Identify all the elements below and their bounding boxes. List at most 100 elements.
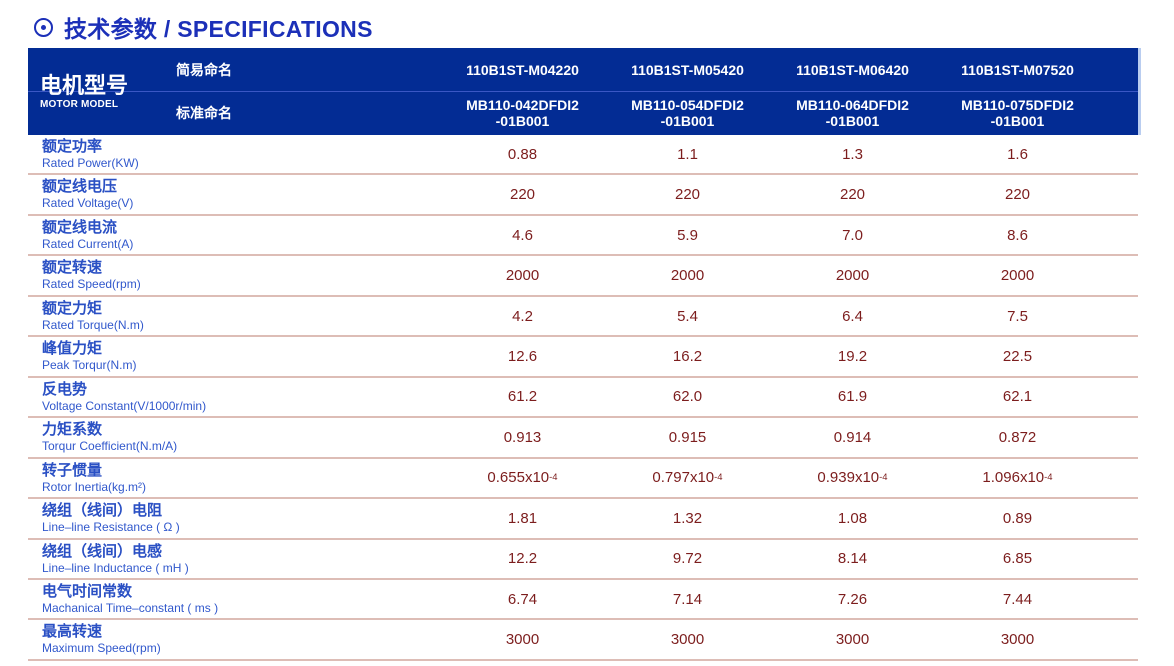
value-cell: 7.14 <box>672 590 703 608</box>
table-row-torque-coefficient: 力矩系数 Torqur Coefficient(N.m/A) 0.913 0.9… <box>28 418 1138 459</box>
value-cell: 220 <box>509 186 536 204</box>
table-row-rated-current: 额定线电流 Rated Current(A) 4.6 5.9 7.0 8.6 <box>28 216 1138 257</box>
standard-model-name: MB110-064DFDI2 -01B001 <box>796 97 909 130</box>
row-label-zh: 峰值力矩 <box>42 340 103 358</box>
value-cell: 0.797x10 -4 <box>652 469 723 487</box>
row-label-zh: 额定力矩 <box>42 299 103 317</box>
value-cell: 0.655x10 -4 <box>487 469 558 487</box>
value-cell: 220 <box>839 186 866 204</box>
value-cell: 0.88 <box>507 145 538 163</box>
value-cell: 220 <box>674 186 701 204</box>
value-cell: 62.0 <box>672 388 703 406</box>
value-cell: 6.4 <box>842 307 863 325</box>
value-cell: 1.32 <box>672 509 703 527</box>
header-right-edge <box>1138 48 1141 135</box>
model-column-2: 110B1ST-M05420 MB110-054DFDI2 -01B001 <box>605 48 770 135</box>
value-cell: 12.6 <box>507 347 538 365</box>
value-cell: 6.85 <box>1002 550 1033 568</box>
value-cell: 8.6 <box>1007 226 1028 244</box>
value-cell: 22.5 <box>1002 347 1033 365</box>
simple-model-name: 110B1ST-M04220 <box>466 61 579 78</box>
value-cell: 0.914 <box>833 428 872 446</box>
value-cell: 7.0 <box>842 226 863 244</box>
row-label-en: Voltage Constant(V/1000r/min) <box>42 398 207 413</box>
value-cell: 9.72 <box>672 550 703 568</box>
exponent: -4 <box>714 472 723 484</box>
table-row-rotor-inertia: 转子惯量 Rotor Inertia(kg.m²) 0.655x10 -4 0.7… <box>28 459 1138 500</box>
motor-model-label-zh: 电机型号 <box>40 73 129 99</box>
row-label-en: Peak Torqur(N.m) <box>42 358 137 373</box>
value-cell: 4.2 <box>512 307 533 325</box>
value-cell: 16.2 <box>672 347 703 365</box>
table-row-maximum-speed: 最高转速 Maximum Speed(rpm) 3000 3000 3000 3… <box>28 620 1138 661</box>
row-label-en: Machanical Time–constant ( ms ) <box>42 601 219 616</box>
row-label: 额定线电流 Rated Current(A) <box>28 216 440 254</box>
row-label: 额定力矩 Rated Torque(N.m) <box>28 297 440 335</box>
table-row-rated-power: 额定功率 Rated Power(KW) 0.88 1.1 1.3 1.6 <box>28 135 1138 176</box>
table-row-line-resistance: 绕组（线间）电阻 Line–line Resistance ( Ω ) 1.81… <box>28 499 1138 540</box>
row-label-zh: 最高转速 <box>42 623 103 641</box>
row-label-en: Line–line Resistance ( Ω ) <box>42 520 180 535</box>
row-label-zh: 额定功率 <box>42 138 103 156</box>
simple-name-label: 简易命名 <box>176 61 232 78</box>
table-row-rated-speed: 额定转速 Rated Speed(rpm) 2000 2000 2000 200… <box>28 256 1138 297</box>
row-label: 额定功率 Rated Power(KW) <box>28 135 440 173</box>
row-label: 力矩系数 Torqur Coefficient(N.m/A) <box>28 418 440 456</box>
table-row-time-constant: 电气时间常数 Machanical Time–constant ( ms ) 6… <box>28 580 1138 621</box>
row-label-zh: 转子惯量 <box>42 461 103 479</box>
row-label-en: Rotor Inertia(kg.m²) <box>42 479 147 494</box>
row-label: 最高转速 Maximum Speed(rpm) <box>28 620 440 658</box>
value-cell: 12.2 <box>507 550 538 568</box>
row-label-en: Rated Power(KW) <box>42 156 139 171</box>
row-label-zh: 额定线电压 <box>42 178 118 196</box>
exponent: -4 <box>549 472 558 484</box>
simple-model-name: 110B1ST-M05420 <box>631 61 744 78</box>
value-cell: 1.096x10 -4 <box>982 469 1053 487</box>
value-cell: 2000 <box>1000 267 1035 285</box>
value-cell: 0.939x10 -4 <box>817 469 888 487</box>
specifications-table: 电机型号 MOTOR MODEL 简易命名 标准命名 110B1ST-M0422… <box>28 48 1141 661</box>
page-title-bar: 技术参数 / SPECIFICATIONS <box>34 10 373 44</box>
header-row-divider <box>28 91 1138 92</box>
row-label: 峰值力矩 Peak Torqur(N.m) <box>28 337 440 375</box>
value-cell: 6.74 <box>507 590 538 608</box>
row-label: 绕组（线间）电感 Line–line Inductance ( mH ) <box>28 540 440 578</box>
value-cell: 1.3 <box>842 145 863 163</box>
value-cell: 4.6 <box>512 226 533 244</box>
exponent: -4 <box>879 472 888 484</box>
row-label: 额定线电压 Rated Voltage(V) <box>28 175 440 213</box>
value-cell: 19.2 <box>837 347 868 365</box>
value-cell: 3000 <box>670 631 705 649</box>
motor-model-header-cell: 电机型号 MOTOR MODEL <box>28 48 146 135</box>
row-label-zh: 反电势 <box>42 380 88 398</box>
value-cell: 0.913 <box>503 428 542 446</box>
model-column-3: 110B1ST-M06420 MB110-064DFDI2 -01B001 <box>770 48 935 135</box>
table-row-voltage-constant: 反电势 Voltage Constant(V/1000r/min) 61.2 6… <box>28 378 1138 419</box>
row-label-en: Maximum Speed(rpm) <box>42 641 161 656</box>
row-label-zh: 额定线电流 <box>42 218 118 236</box>
row-label-zh: 绕组（线间）电阻 <box>42 502 163 520</box>
value-cell: 2000 <box>670 267 705 285</box>
value-cell: 61.9 <box>837 388 868 406</box>
row-label: 电气时间常数 Machanical Time–constant ( ms ) <box>28 580 440 618</box>
value-cell: 1.1 <box>677 145 698 163</box>
page-title: 技术参数 / SPECIFICATIONS <box>64 16 373 42</box>
value-cell: 220 <box>1004 186 1031 204</box>
row-label-zh: 力矩系数 <box>42 421 103 439</box>
value-cell: 1.08 <box>837 509 868 527</box>
model-column-1: 110B1ST-M04220 MB110-042DFDI2 -01B001 <box>440 48 605 135</box>
value-cell: 2000 <box>835 267 870 285</box>
value-cell: 3000 <box>505 631 540 649</box>
simple-model-name: 110B1ST-M06420 <box>796 61 909 78</box>
row-label-en: Rated Speed(rpm) <box>42 277 141 292</box>
standard-model-name: MB110-042DFDI2 -01B001 <box>466 97 579 130</box>
row-label-zh: 额定转速 <box>42 259 103 277</box>
row-label-zh: 绕组（线间）电感 <box>42 542 163 560</box>
standard-model-name: MB110-054DFDI2 -01B001 <box>631 97 744 130</box>
table-header: 电机型号 MOTOR MODEL 简易命名 标准命名 110B1ST-M0422… <box>28 48 1141 135</box>
value-cell: 7.26 <box>837 590 868 608</box>
value-cell: 1.81 <box>507 509 538 527</box>
model-column-4: 110B1ST-M07520 MB110-075DFDI2 -01B001 <box>935 48 1100 135</box>
exponent: -4 <box>1044 472 1053 484</box>
value-cell: 0.915 <box>668 428 707 446</box>
